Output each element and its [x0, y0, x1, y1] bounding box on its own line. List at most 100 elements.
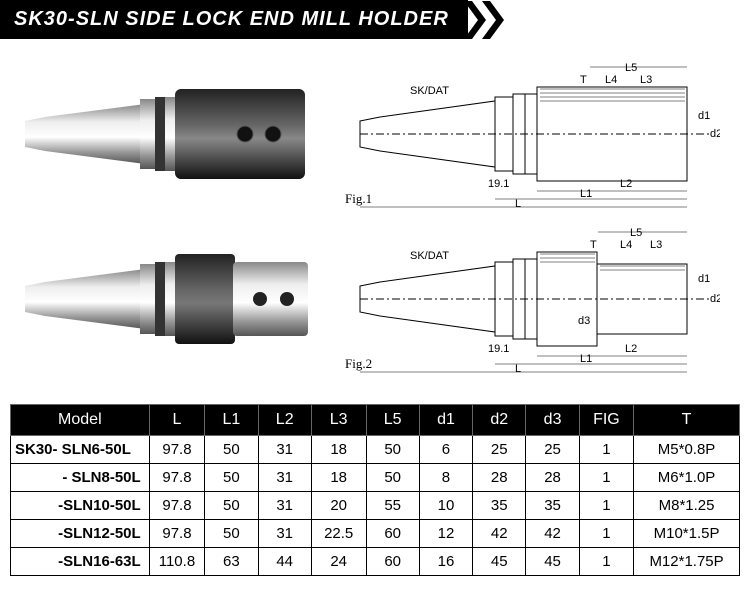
fig1-label: Fig.1	[345, 191, 372, 207]
col-L3: L3	[311, 405, 366, 436]
cell-model: -SLN12-50L	[11, 520, 150, 548]
cell-d3: 35	[526, 492, 579, 520]
cell-d2: 42	[473, 520, 526, 548]
cell-d2: 45	[473, 548, 526, 576]
col-model: Model	[11, 405, 150, 436]
cell-T: M10*1.5P	[634, 520, 740, 548]
cell-L1: 63	[205, 548, 258, 576]
table-row: SK30- SLN6-50L97.850311850625251M5*0.8P	[11, 436, 740, 464]
cell-FIG: 1	[579, 520, 633, 548]
svg-text:L4: L4	[620, 239, 632, 251]
svg-text:L4: L4	[605, 74, 617, 86]
svg-text:19.1: 19.1	[488, 178, 509, 190]
svg-text:d3: d3	[578, 315, 590, 327]
product-photo-1	[10, 69, 320, 199]
cell-L5: 55	[366, 492, 419, 520]
cell-d1: 10	[419, 492, 472, 520]
fig2-row: SK/DAT L5 TL4L3 d1d2 d3 L2L1 L 19.1 Fig.…	[10, 224, 740, 374]
svg-text:SK/DAT: SK/DAT	[410, 85, 449, 97]
svg-text:d2: d2	[710, 128, 720, 140]
cell-L3: 18	[311, 464, 366, 492]
cell-FIG: 1	[579, 492, 633, 520]
svg-text:d1: d1	[698, 110, 710, 122]
cell-model: -SLN16-63L	[11, 548, 150, 576]
fig1-row: SK/DAT L5 T L4 L3 d1d2 L2 L1 L 19.1 Fig.1	[10, 59, 740, 209]
svg-text:L1: L1	[580, 353, 592, 365]
cell-L2: 31	[258, 520, 311, 548]
svg-text:T: T	[590, 239, 597, 251]
cell-L5: 50	[366, 436, 419, 464]
col-L5: L5	[366, 405, 419, 436]
cell-d2: 28	[473, 464, 526, 492]
cell-d1: 16	[419, 548, 472, 576]
col-L: L	[149, 405, 205, 436]
table-header-row: Model L L1 L2 L3 L5 d1 d2 d3 FIG T	[11, 405, 740, 436]
technical-drawing-1: SK/DAT L5 T L4 L3 d1d2 L2 L1 L 19.1 Fig.1	[340, 59, 720, 209]
svg-text:L2: L2	[625, 343, 637, 355]
cell-model: SK30- SLN6-50L	[11, 436, 150, 464]
table-row: -SLN12-50L97.8503122.5601242421M10*1.5P	[11, 520, 740, 548]
cell-d3: 25	[526, 436, 579, 464]
svg-text:L: L	[515, 198, 521, 209]
header-title: SK30-SLN SIDE LOCK END MILL HOLDER	[14, 8, 449, 31]
cell-d1: 6	[419, 436, 472, 464]
cell-L: 110.8	[149, 548, 205, 576]
cell-L1: 50	[205, 520, 258, 548]
cell-T: M12*1.75P	[634, 548, 740, 576]
diagrams-section: SK/DAT L5 TL4L3 d1d2 L2L1 L 19.1 Fig.1	[0, 39, 750, 399]
cell-L5: 60	[366, 520, 419, 548]
svg-text:SK/DAT: SK/DAT	[410, 250, 449, 262]
col-d2: d2	[473, 405, 526, 436]
cell-L1: 50	[205, 464, 258, 492]
cell-L5: 50	[366, 464, 419, 492]
cell-FIG: 1	[579, 548, 633, 576]
svg-text:L3: L3	[640, 74, 652, 86]
cell-L1: 50	[205, 492, 258, 520]
cell-L3: 24	[311, 548, 366, 576]
page-header: SK30-SLN SIDE LOCK END MILL HOLDER	[0, 0, 468, 39]
cell-L2: 31	[258, 436, 311, 464]
cell-T: M5*0.8P	[634, 436, 740, 464]
col-d3: d3	[526, 405, 579, 436]
svg-text:d2: d2	[710, 293, 720, 305]
cell-L3: 18	[311, 436, 366, 464]
svg-text:L1: L1	[580, 188, 592, 200]
cell-L3: 22.5	[311, 520, 366, 548]
spec-table: Model L L1 L2 L3 L5 d1 d2 d3 FIG T SK30-…	[10, 404, 740, 576]
table-row: -SLN10-50L97.8503120551035351M8*1.25	[11, 492, 740, 520]
col-L2: L2	[258, 405, 311, 436]
cell-d3: 42	[526, 520, 579, 548]
cell-L1: 50	[205, 436, 258, 464]
svg-text:d1: d1	[698, 273, 710, 285]
table-row: -SLN16-63L110.8634424601645451M12*1.75P	[11, 548, 740, 576]
svg-text:T: T	[580, 74, 587, 86]
cell-L5: 60	[366, 548, 419, 576]
svg-text:L: L	[515, 363, 521, 374]
cell-d1: 12	[419, 520, 472, 548]
cell-model: -SLN10-50L	[11, 492, 150, 520]
cell-d3: 28	[526, 464, 579, 492]
cell-L: 97.8	[149, 492, 205, 520]
chevron-icon	[464, 0, 508, 39]
col-T: T	[634, 405, 740, 436]
cell-d2: 35	[473, 492, 526, 520]
cell-L: 97.8	[149, 464, 205, 492]
table-row: - SLN8-50L97.850311850828281M6*1.0P	[11, 464, 740, 492]
cell-FIG: 1	[579, 436, 633, 464]
cell-model: - SLN8-50L	[11, 464, 150, 492]
col-L1: L1	[205, 405, 258, 436]
table-body: SK30- SLN6-50L97.850311850625251M5*0.8P-…	[11, 436, 740, 576]
svg-text:L5: L5	[630, 227, 642, 239]
cell-T: M6*1.0P	[634, 464, 740, 492]
cell-L3: 20	[311, 492, 366, 520]
svg-text:L5: L5	[625, 62, 637, 74]
cell-FIG: 1	[579, 464, 633, 492]
svg-text:L3: L3	[650, 239, 662, 251]
cell-L2: 44	[258, 548, 311, 576]
cell-L2: 31	[258, 492, 311, 520]
svg-text:19.1: 19.1	[488, 343, 509, 355]
cell-L2: 31	[258, 464, 311, 492]
col-FIG: FIG	[579, 405, 633, 436]
cell-T: M8*1.25	[634, 492, 740, 520]
svg-text:L2: L2	[620, 178, 632, 190]
